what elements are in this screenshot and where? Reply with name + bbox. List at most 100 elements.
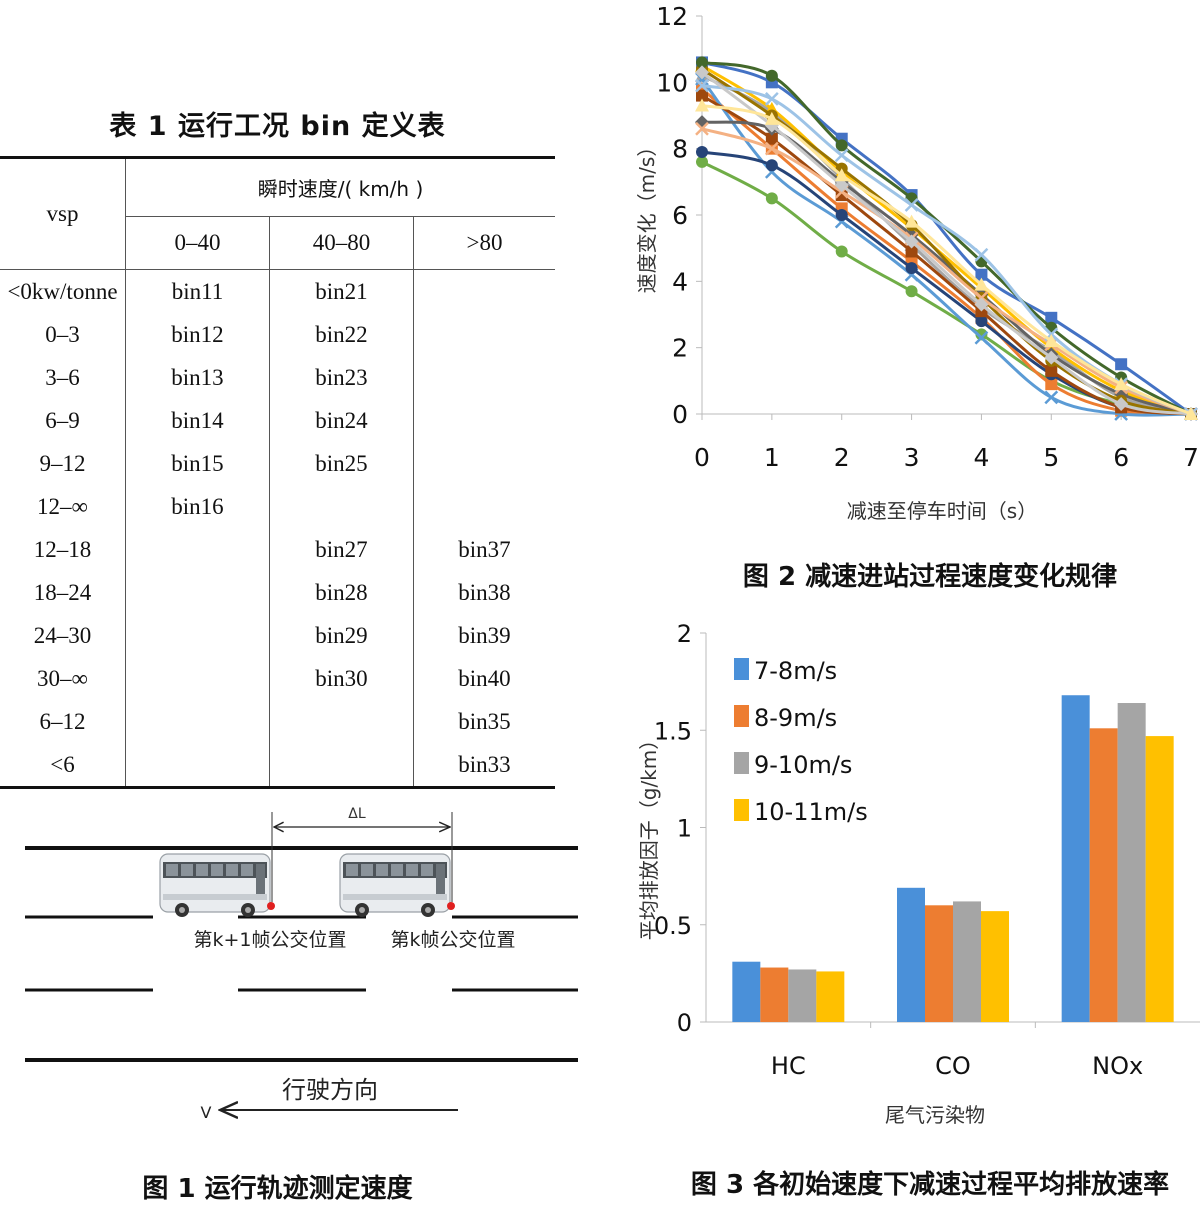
fig3-y-tick-label: 1.5 xyxy=(654,717,692,745)
fig2-data-point xyxy=(974,297,989,312)
fig2-data-point xyxy=(1045,364,1058,377)
bin-cell: bin39 xyxy=(413,614,555,657)
bin-cell xyxy=(413,399,555,442)
fig2-data-point xyxy=(1114,377,1129,391)
speed-col-1: 0–40 xyxy=(125,216,270,270)
v-label: V xyxy=(201,1103,212,1122)
fig2-data-point xyxy=(904,198,919,212)
fig3-legend-swatch xyxy=(734,658,749,680)
bin-cell: bin15 xyxy=(125,442,270,485)
fig2-data-point xyxy=(764,111,779,125)
bin-cell xyxy=(125,571,270,614)
fig3-legend-label: 10-11m/s xyxy=(754,798,868,826)
fig2-y-tick-label: 2 xyxy=(672,334,688,363)
fig3-y-tick-label: 0 xyxy=(677,1009,692,1037)
bus-icon-k1 xyxy=(159,853,271,918)
fig2-data-point xyxy=(696,89,708,102)
table1-title: 表 1 运行工况 bin 定义表 xyxy=(109,111,446,142)
fig3-y-axis-label: 平均排放因子（g/km） xyxy=(637,730,661,941)
fig2-data-point xyxy=(765,192,778,205)
fig3-legend-swatch xyxy=(734,799,749,821)
fig2-data-point xyxy=(695,121,709,136)
fig2-data-point xyxy=(835,139,848,152)
bin-cell: bin27 xyxy=(269,528,414,571)
vsp-cell: 6–12 xyxy=(39,708,86,734)
fig2-data-point xyxy=(695,78,709,93)
fig2-series-line xyxy=(701,160,1192,416)
vsp-cell: 12–∞ xyxy=(37,493,88,519)
fig2-data-point xyxy=(975,328,988,341)
fig2-y-axis-label: 速度变化（m/s） xyxy=(635,137,659,294)
fig2-data-point xyxy=(1044,334,1059,348)
fig2-x-tick-label: 5 xyxy=(1043,443,1059,472)
fig2-data-point xyxy=(905,262,918,275)
fig3-bar-chart: 0 0.5 1 1.5 2 HC CO NOx 7-8m/s 8-9m/s 9-10m/s 10-1… xyxy=(637,620,1200,1127)
fig2-data-point xyxy=(904,234,919,249)
bin-cell: bin13 xyxy=(125,356,270,399)
fig2-data-point xyxy=(1045,378,1058,391)
fig2-y-tick-label: 12 xyxy=(656,2,688,31)
bin-cell: bin38 xyxy=(413,571,555,614)
bus-position-marker-k1 xyxy=(267,902,275,910)
vsp-cell: 6–9 xyxy=(45,407,80,433)
fig2-data-point xyxy=(1184,407,1198,420)
table-row: 6–12 bin35 xyxy=(0,700,555,743)
bin-cell xyxy=(269,700,414,743)
fig2-data-point xyxy=(765,159,778,172)
bin-cell: bin33 xyxy=(413,743,555,789)
fig2-data-point xyxy=(765,132,778,145)
speed-col-2: 40–80 xyxy=(269,216,414,270)
fig2-data-point xyxy=(696,56,708,69)
fig2-series-line xyxy=(701,127,1192,416)
fig2-data-point xyxy=(695,65,709,80)
bus-label-k: 第k帧公交位置 xyxy=(390,929,515,951)
fig3-bar xyxy=(1145,736,1174,1022)
vsp-cell: 0–3 xyxy=(45,321,80,347)
fig3-bar xyxy=(760,967,789,1022)
bin-cell: bin21 xyxy=(269,269,414,313)
bin-cell: bin28 xyxy=(269,571,414,614)
fig2-data-point xyxy=(1044,390,1059,405)
vsp-cell: 9–12 xyxy=(39,450,86,476)
fig2-y-tick-label: 10 xyxy=(656,68,688,97)
speed-header: 瞬时速度/( km/h ) xyxy=(125,156,555,217)
bin-cell xyxy=(413,269,555,313)
bin-cell xyxy=(413,313,555,356)
fig3-legend-label: 8-9m/s xyxy=(754,704,837,732)
fig3-bar xyxy=(897,887,925,1022)
bin-cell: bin29 xyxy=(269,614,414,657)
fig2-data-point xyxy=(974,330,989,345)
bin-cell xyxy=(125,700,270,743)
fig2-x-tick-label: 6 xyxy=(1113,443,1129,472)
vsp-cell: 30–∞ xyxy=(37,665,88,691)
fig2-data-point xyxy=(1115,358,1128,371)
fig3-bar xyxy=(981,911,1009,1022)
vsp-header: vsp xyxy=(0,156,126,270)
fig2-data-point xyxy=(835,245,848,258)
fig2-y-tick-label: 0 xyxy=(672,400,688,429)
fig2-series-line xyxy=(701,71,1192,416)
fig3-bar xyxy=(788,969,817,1022)
fig3-x-axis-label: 尾气污染物 xyxy=(885,1103,985,1127)
fig3-bar xyxy=(1061,695,1090,1022)
bus-label-k1: 第k+1帧公交位置 xyxy=(193,929,346,951)
table-row: 0–3 bin12 bin22 xyxy=(0,313,555,356)
bin-cell: bin24 xyxy=(269,399,414,442)
fig1-diagram: ΔL 第k+1帧公交位置 第k帧公交位置 行驶方向 V xyxy=(25,806,578,1122)
speed-col-3: >80 xyxy=(413,216,555,270)
vsp-bin-table: vsp 瞬时速度/( km/h ) 0–40 40–80 >80 <0kw/to… xyxy=(0,156,555,789)
bin-cell xyxy=(125,743,270,789)
fig2-data-point xyxy=(1044,350,1059,365)
fig2-data-point xyxy=(696,155,708,168)
fig2-x-axis-label: 减速至停车时间（s） xyxy=(847,499,1037,523)
fig2-x-tick-label: 0 xyxy=(694,443,710,472)
fig2-data-point xyxy=(1114,397,1129,412)
bin-cell xyxy=(125,528,270,571)
vsp-cell: 18–24 xyxy=(33,579,92,605)
bin-cell xyxy=(413,442,555,485)
table-row: 12–18 bin27 bin37 xyxy=(0,528,555,571)
fig2-data-point xyxy=(904,214,919,228)
fig2-data-point xyxy=(905,285,918,298)
fig3-category-label: HC xyxy=(771,1052,806,1080)
